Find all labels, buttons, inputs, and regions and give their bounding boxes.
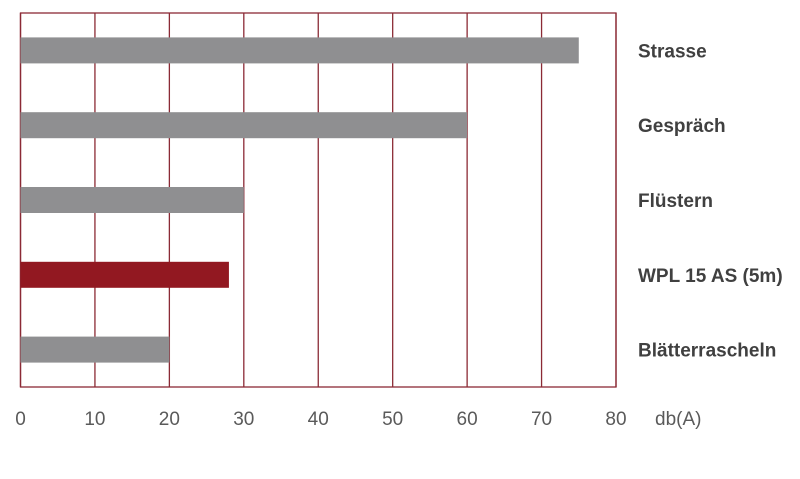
- bar: [20, 336, 170, 363]
- bar: [20, 187, 244, 213]
- x-tick-label: 80: [605, 409, 626, 430]
- x-tick-label: 50: [382, 409, 403, 430]
- x-tick-label: 70: [531, 409, 552, 430]
- x-axis-label: db(A): [655, 409, 701, 430]
- category-label: Blätterrascheln: [638, 341, 776, 362]
- bar: [20, 37, 579, 64]
- x-tick-label: 40: [308, 409, 329, 430]
- category-label: Flüstern: [638, 191, 713, 212]
- category-label: Gespräch: [638, 116, 726, 137]
- x-tick-label: 60: [457, 409, 478, 430]
- category-label: Strasse: [638, 41, 707, 62]
- x-tick-label: 0: [15, 409, 26, 430]
- x-tick-label: 20: [159, 409, 180, 430]
- x-tick-label: 30: [233, 409, 254, 430]
- bar: [20, 261, 229, 288]
- bar: [20, 112, 468, 139]
- category-label: WPL 15 AS (5m): [638, 266, 783, 287]
- x-tick-label: 10: [84, 409, 105, 430]
